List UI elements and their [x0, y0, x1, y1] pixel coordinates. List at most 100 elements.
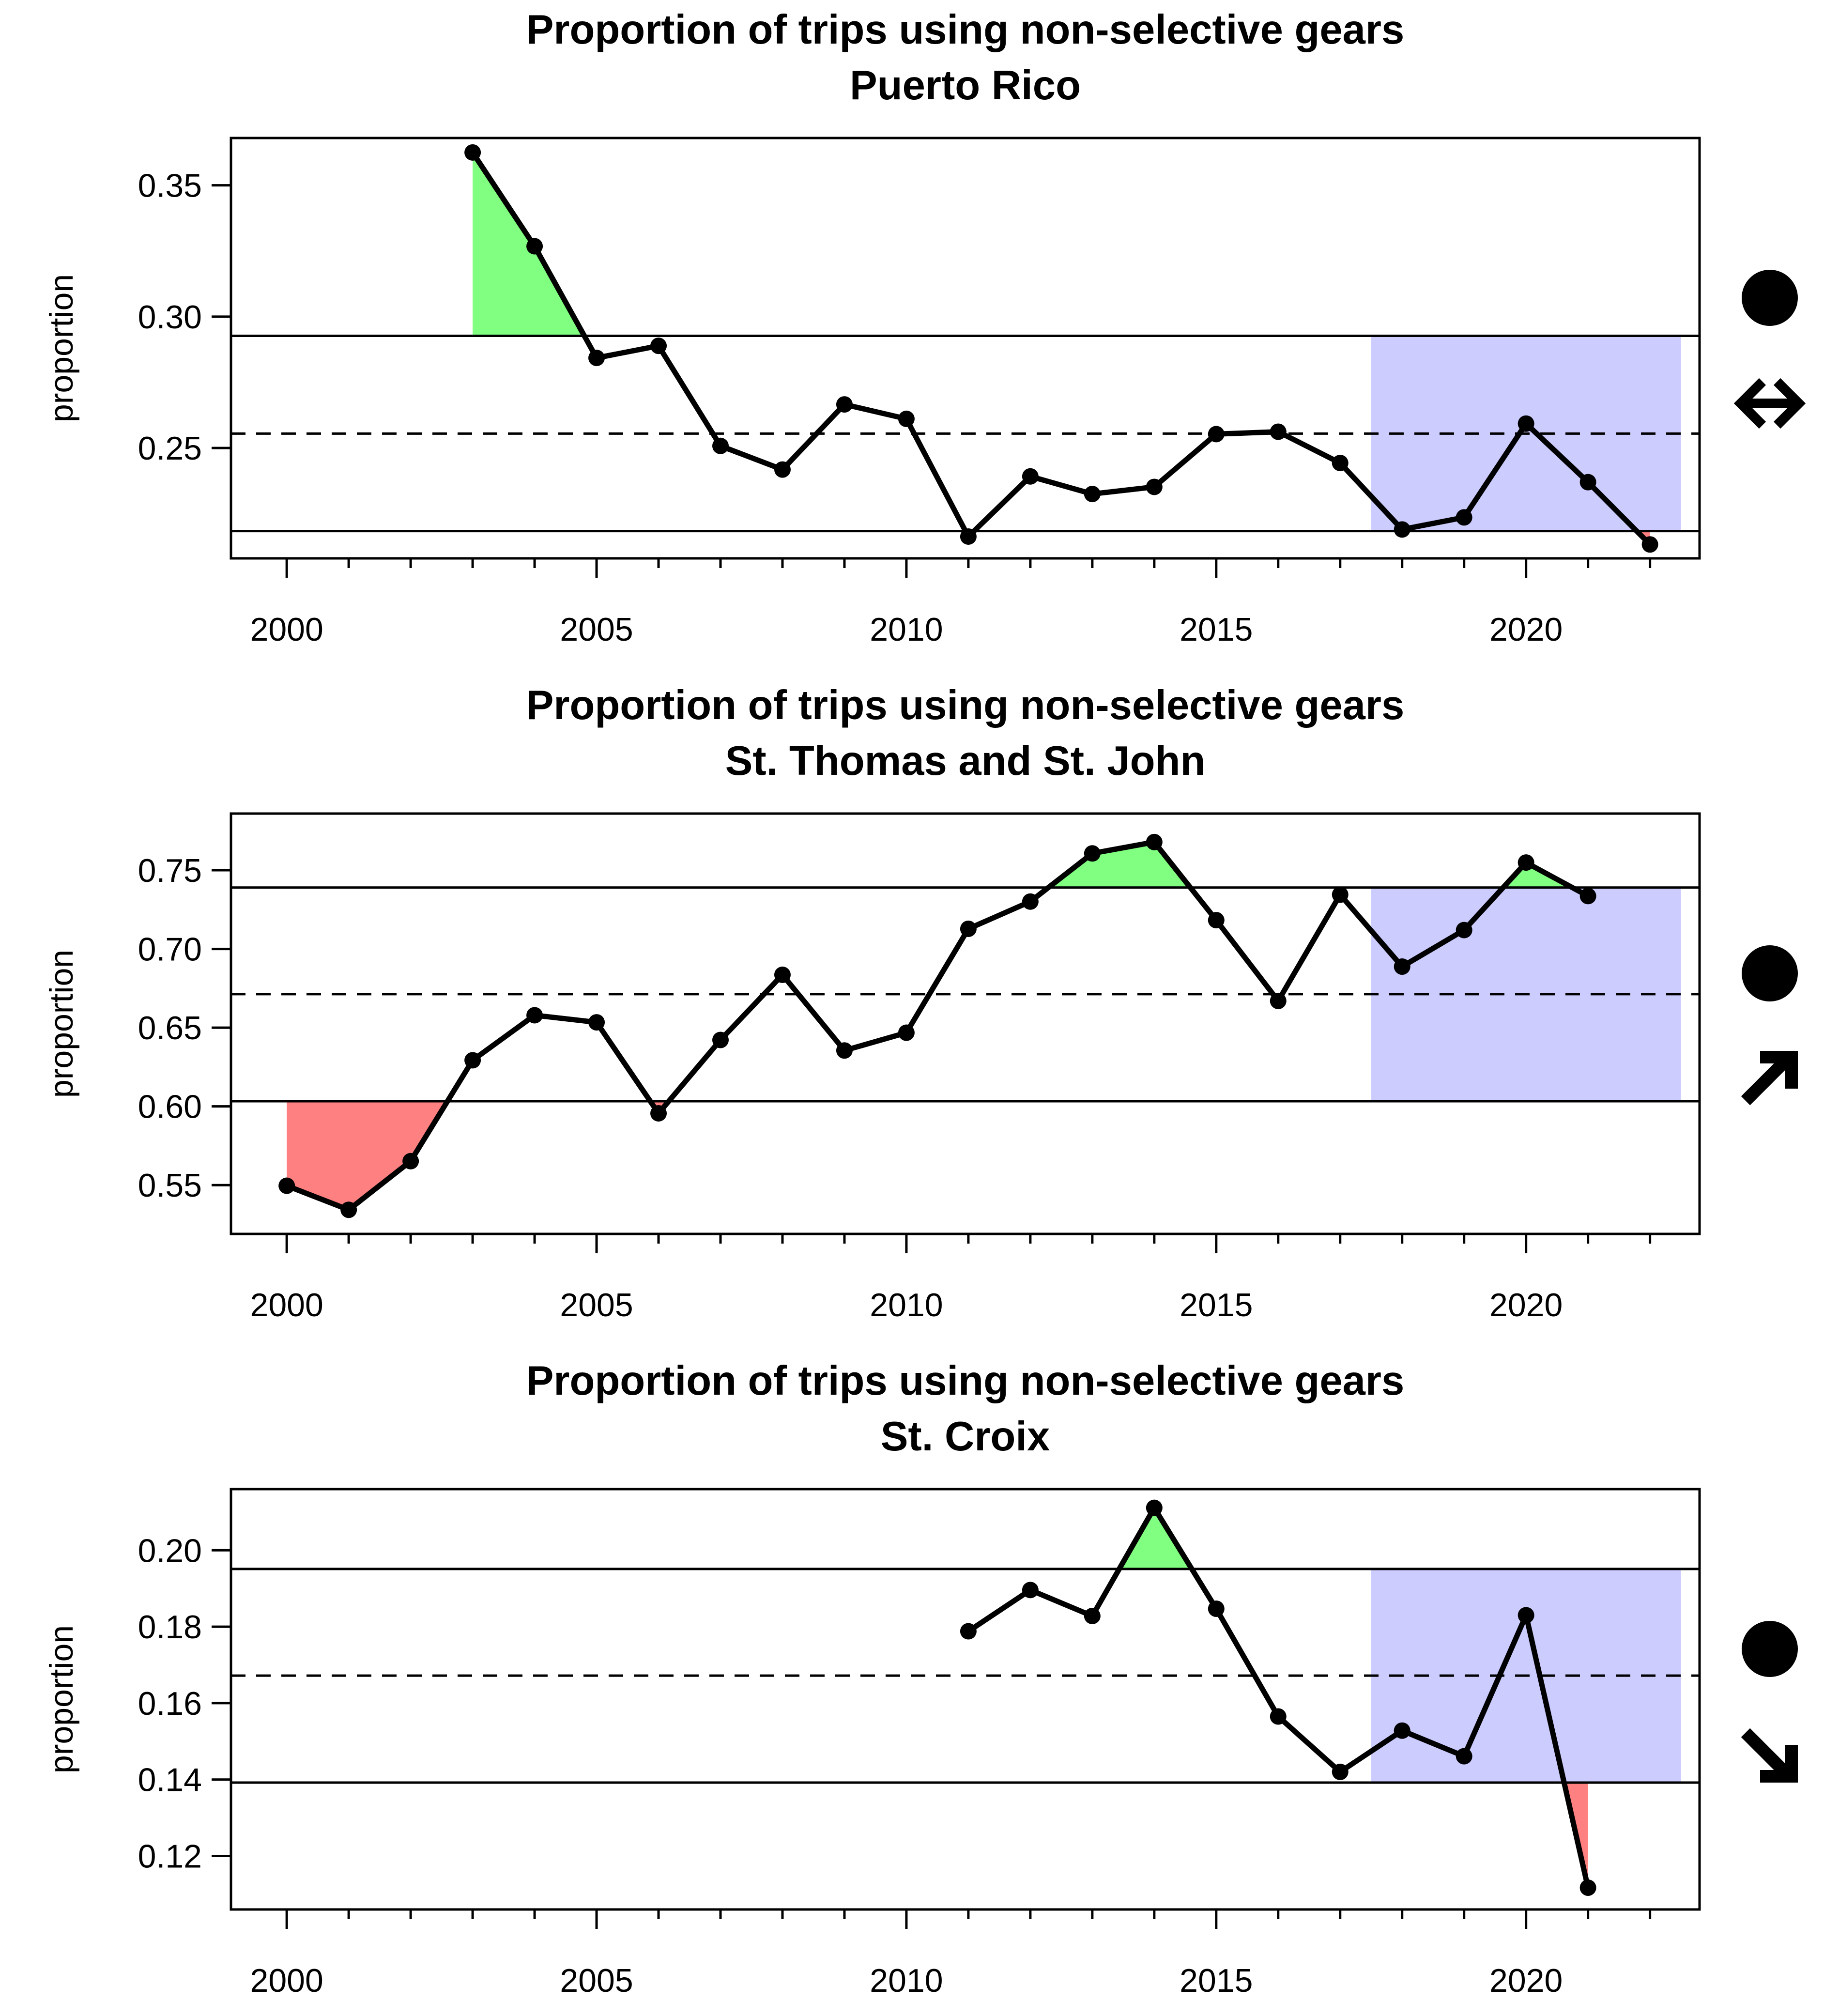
- x-tick-label: 2005: [560, 611, 633, 648]
- data-point: [1084, 486, 1101, 503]
- x-tick-label: 2005: [560, 1287, 633, 1323]
- series-line: [470, 150, 1653, 547]
- x-tick-label: 2000: [250, 1287, 323, 1323]
- plot-frame: [230, 812, 1701, 1235]
- data-point: [1208, 1600, 1225, 1617]
- y-axis-label: proportion: [43, 950, 80, 1098]
- data-point: [1208, 912, 1225, 929]
- left-right-arrow-icon: [1733, 378, 1806, 429]
- chart-subtitle: St. Croix: [881, 1414, 1050, 1460]
- data-point: [1208, 426, 1225, 443]
- data-point: [1456, 509, 1472, 526]
- chart-subtitle: St. Thomas and St. John: [725, 738, 1206, 784]
- above-upper-fill: [1048, 842, 1191, 888]
- data-point: [1146, 1499, 1163, 1516]
- chart-title: Proportion of trips using non-selective …: [526, 682, 1405, 728]
- data-point: [1394, 1722, 1410, 1739]
- data-point: [1517, 1607, 1534, 1624]
- data-point: [960, 528, 977, 545]
- y-axis-label: proportion: [43, 1625, 80, 1773]
- plot-area: [231, 1499, 1700, 1896]
- plot-area: [231, 833, 1700, 1218]
- x-tick-label: 2015: [1180, 611, 1253, 648]
- data-point: [1332, 886, 1349, 903]
- data-point: [1146, 833, 1163, 850]
- x-tick-label: 2015: [1180, 1287, 1253, 1323]
- data-point: [1270, 1708, 1287, 1725]
- y-tick-label: 0.55: [138, 1167, 202, 1204]
- chart-title: Proportion of trips using non-selective …: [526, 1358, 1405, 1404]
- y-tick-label: 0.18: [138, 1609, 202, 1646]
- data-point: [1517, 854, 1534, 871]
- status-circle-icon: [1742, 270, 1798, 326]
- x-tick-label: 2010: [870, 611, 943, 648]
- data-point: [588, 1014, 605, 1031]
- x-tick-label: 2020: [1489, 1962, 1563, 1999]
- data-point: [1579, 888, 1596, 905]
- y-tick-label: 0.25: [138, 430, 202, 467]
- data-point: [836, 1042, 853, 1059]
- x-tick-label: 2010: [870, 1962, 943, 1999]
- x-tick-label: 2015: [1180, 1962, 1253, 1999]
- data-point: [278, 1177, 295, 1194]
- y-tick-label: 0.30: [138, 299, 202, 336]
- chart-panel-2: Proportion of trips using non-selective …: [43, 682, 1798, 1323]
- chart-panel-1: Proportion of trips using non-selective …: [43, 7, 1806, 648]
- x-tick-label: 2020: [1489, 1287, 1563, 1323]
- data-point: [960, 1623, 977, 1640]
- y-tick-label: 0.60: [138, 1089, 202, 1125]
- data-point: [1394, 521, 1410, 538]
- data-point: [1084, 1607, 1101, 1624]
- data-point: [1022, 893, 1039, 910]
- data-point: [464, 1052, 481, 1069]
- chart-subtitle: Puerto Rico: [850, 62, 1081, 108]
- data-point: [340, 1201, 357, 1218]
- chart-panel-3: Proportion of trips using non-selective …: [43, 1358, 1798, 1999]
- data-point: [712, 1031, 729, 1048]
- data-point: [588, 350, 605, 367]
- data-point: [1394, 958, 1410, 975]
- data-point: [1579, 474, 1596, 491]
- data-point: [1517, 415, 1534, 432]
- data-point: [960, 920, 977, 937]
- data-point: [1022, 468, 1039, 485]
- status-circle-icon: [1742, 1621, 1798, 1677]
- y-tick-label: 0.12: [138, 1838, 202, 1875]
- data-point: [774, 966, 791, 983]
- data-point: [712, 437, 729, 454]
- data-point: [1022, 1582, 1039, 1599]
- x-tick-label: 2000: [250, 611, 323, 648]
- data-point: [1146, 478, 1163, 495]
- data-point: [526, 1007, 543, 1024]
- data-point: [1332, 455, 1349, 472]
- data-point: [464, 144, 481, 161]
- plot-area: [231, 144, 1700, 553]
- above-upper-fill: [1119, 1508, 1192, 1569]
- x-tick-label: 2005: [560, 1962, 633, 1999]
- data-point: [650, 338, 667, 354]
- y-tick-label: 0.35: [138, 168, 202, 204]
- data-point: [1084, 845, 1101, 862]
- data-point: [898, 1024, 915, 1041]
- plot-frame: [230, 137, 1701, 560]
- below-lower-fill: [287, 1101, 448, 1210]
- y-tick-label: 0.20: [138, 1532, 202, 1569]
- data-point: [1456, 1748, 1472, 1765]
- status-circle-icon: [1742, 945, 1798, 1001]
- x-tick-label: 2000: [250, 1962, 323, 1999]
- y-tick-label: 0.65: [138, 1010, 202, 1046]
- y-tick-label: 0.16: [138, 1685, 202, 1722]
- y-axis-label: proportion: [43, 274, 80, 422]
- y-tick-label: 0.70: [138, 931, 202, 968]
- series-line: [284, 839, 1591, 1213]
- data-point: [650, 1105, 667, 1122]
- y-tick-label: 0.14: [138, 1762, 202, 1799]
- x-tick-label: 2010: [870, 1287, 943, 1323]
- data-point: [836, 396, 853, 413]
- data-point: [1270, 423, 1287, 440]
- data-point: [898, 410, 915, 427]
- x-tick-label: 2020: [1489, 611, 1563, 648]
- data-point: [526, 238, 543, 255]
